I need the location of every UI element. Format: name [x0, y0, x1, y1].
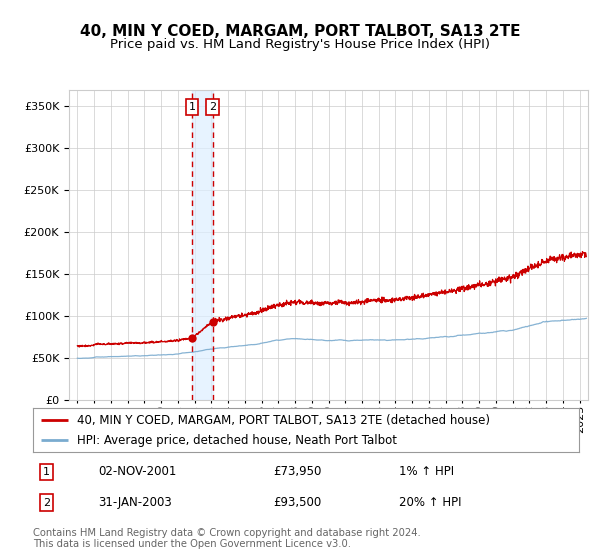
Text: 20% ↑ HPI: 20% ↑ HPI	[399, 496, 461, 509]
Text: 31-JAN-2003: 31-JAN-2003	[98, 496, 172, 509]
Text: 2: 2	[209, 102, 216, 112]
Text: 1: 1	[43, 466, 50, 477]
Text: 40, MIN Y COED, MARGAM, PORT TALBOT, SA13 2TE: 40, MIN Y COED, MARGAM, PORT TALBOT, SA1…	[80, 24, 520, 39]
Text: 2: 2	[43, 498, 50, 507]
Bar	[192, 90, 212, 400]
Text: 40, MIN Y COED, MARGAM, PORT TALBOT, SA13 2TE (detached house): 40, MIN Y COED, MARGAM, PORT TALBOT, SA1…	[77, 413, 490, 427]
Text: Contains HM Land Registry data © Crown copyright and database right 2024.
This d: Contains HM Land Registry data © Crown c…	[33, 528, 421, 549]
Text: HPI: Average price, detached house, Neath Port Talbot: HPI: Average price, detached house, Neat…	[77, 433, 397, 447]
Text: 1% ↑ HPI: 1% ↑ HPI	[399, 465, 454, 478]
Text: Price paid vs. HM Land Registry's House Price Index (HPI): Price paid vs. HM Land Registry's House …	[110, 38, 490, 51]
Text: 1: 1	[188, 102, 196, 112]
Text: £73,950: £73,950	[273, 465, 322, 478]
Text: £93,500: £93,500	[273, 496, 322, 509]
Text: 02-NOV-2001: 02-NOV-2001	[98, 465, 177, 478]
